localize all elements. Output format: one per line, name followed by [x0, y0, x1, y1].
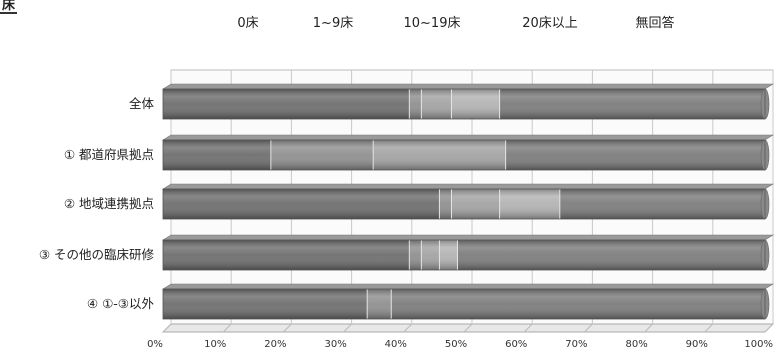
x-tick-label: 40%	[385, 339, 407, 350]
bar-segment-shade	[367, 289, 392, 319]
x-tick-label: 0%	[147, 339, 163, 350]
bar-segment-shade	[163, 189, 440, 219]
bar-segment-shade	[421, 240, 440, 270]
gridline-floor	[764, 323, 774, 333]
bar-segment-shade	[409, 240, 422, 270]
x-tick-label: 50%	[445, 339, 467, 350]
x-tick-label: 30%	[324, 339, 346, 350]
legend-entry: 1~9床	[313, 16, 353, 31]
category-label: ① 都道府県拠点	[64, 147, 154, 162]
x-tick-label: 80%	[625, 339, 647, 350]
category-label: 全体	[129, 96, 155, 111]
bar-segment-shade	[163, 89, 410, 119]
bar-top-face	[161, 183, 774, 190]
bar-segment-shade	[560, 189, 765, 219]
gridline-floor	[584, 323, 593, 333]
gridline-floor	[403, 323, 413, 333]
bar-top-face	[161, 234, 774, 241]
bar-outline	[162, 239, 766, 271]
bar-segment-shade	[506, 140, 765, 170]
x-tick-label: 10%	[204, 339, 226, 350]
bar-top-face	[161, 134, 774, 141]
bar-outline	[162, 188, 766, 220]
x-tick-label: 90%	[686, 339, 708, 350]
bar-top-face	[161, 83, 774, 90]
bar-outline	[162, 88, 766, 120]
bar-segment-shade	[271, 140, 374, 170]
bar-segment-shade	[500, 89, 765, 119]
legend: 0床 1~9床 10~19床 20床以上 無回答	[237, 15, 674, 31]
bar-segment-shade	[451, 189, 501, 219]
bar-outline	[162, 288, 766, 320]
bars	[161, 83, 774, 320]
gridline-floor	[523, 323, 533, 333]
gridline-floor	[283, 323, 292, 333]
bar-segment-shade	[457, 240, 765, 270]
bar-segment-shade	[439, 189, 452, 219]
gridline-floor	[704, 323, 714, 333]
x-tick-label: 20%	[264, 339, 286, 350]
legend-entry: 0床	[237, 16, 258, 31]
category-label: ③ その他の臨床研修	[39, 247, 155, 262]
gridline-floor	[463, 323, 473, 333]
gridline-floor	[222, 323, 232, 333]
x-tick-label: 60%	[505, 339, 527, 350]
bar-segment-shade	[439, 240, 458, 270]
x-tick-label: 100%	[744, 339, 773, 350]
x-tick-label: 70%	[565, 339, 587, 350]
bar-segment-shade	[391, 289, 765, 319]
gridline-floor	[343, 323, 352, 333]
bar-segment-shade	[163, 140, 272, 170]
bar-segment-shade	[500, 189, 561, 219]
gridline-floor	[162, 323, 172, 333]
bar-segment-shade	[163, 240, 410, 270]
corner-mark: 床	[0, 0, 18, 14]
gridline-floor	[644, 323, 653, 333]
category-label: ② 地域連携拠点	[64, 196, 154, 211]
x-axis-ticks: 0% 10% 20% 30% 40% 50% 60% 70% 80% 90% 100%	[147, 339, 773, 350]
legend-entry: 無回答	[635, 15, 674, 31]
bar-segment-shade	[421, 89, 452, 119]
bar-outline	[162, 139, 766, 171]
bar-segment-shade	[409, 89, 422, 119]
bar-segment-shade	[451, 89, 501, 119]
bar-top-face	[161, 283, 774, 290]
bar-segment-shade	[163, 289, 368, 319]
bar-segment-shade	[373, 140, 507, 170]
legend-entry: 20床以上	[522, 16, 578, 31]
legend-entry: 10~19床	[404, 16, 461, 31]
category-labels: 全体 ① 都道府県拠点 ② 地域連携拠点 ③ その他の臨床研修 ④ ①-③以外	[39, 96, 155, 311]
category-label: ④ ①-③以外	[87, 296, 155, 311]
